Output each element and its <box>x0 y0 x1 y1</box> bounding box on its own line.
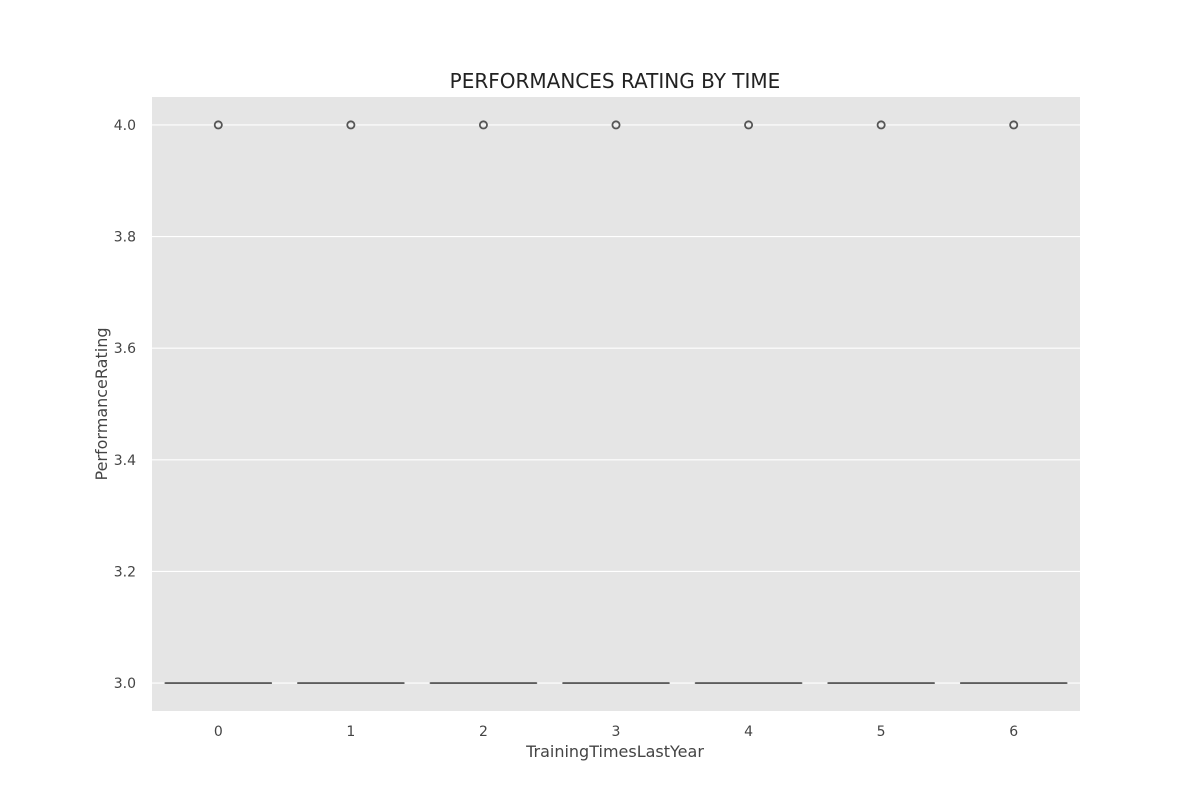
x-tick-label: 2 <box>479 724 488 740</box>
box-6 <box>959 120 1068 684</box>
box-3 <box>562 120 670 684</box>
outlier-point <box>213 120 223 130</box>
y-tick-label: 3.4 <box>114 453 136 469</box>
box-2 <box>429 120 538 684</box>
outlier-point <box>346 120 356 130</box>
y-axis-label: PerformanceRating <box>92 328 111 481</box>
plot-area <box>152 97 1080 711</box>
x-tick-label: 6 <box>1009 724 1018 740</box>
x-tick-label: 4 <box>744 724 753 740</box>
outlier-point <box>478 120 488 130</box>
outlier-point <box>1009 120 1019 130</box>
outlier-point <box>611 120 621 130</box>
x-tick-label: 3 <box>612 724 621 740</box>
outlier-point <box>744 120 754 130</box>
box-4 <box>694 120 803 684</box>
x-axis-label: TrainingTimesLastYear <box>525 742 704 761</box>
y-tick-label: 3.2 <box>114 564 136 580</box>
box-0 <box>164 120 273 684</box>
x-tick-label: 0 <box>214 724 223 740</box>
y-tick-label: 3.6 <box>114 341 136 357</box>
x-axis-ticks: 0 1 2 3 4 5 6 <box>214 724 1018 740</box>
box-series <box>164 120 1068 684</box>
y-axis-ticks: 3.0 3.2 3.4 3.6 3.8 4.0 <box>114 118 136 692</box>
box-1 <box>297 120 405 684</box>
y-tick-label: 3.0 <box>114 676 136 692</box>
chart-title: PERFORMANCES RATING BY TIME <box>450 69 781 93</box>
y-tick-label: 4.0 <box>114 118 136 134</box>
box-5 <box>827 120 935 684</box>
outlier-point <box>876 120 886 130</box>
x-tick-label: 5 <box>877 724 886 740</box>
x-tick-label: 1 <box>346 724 355 740</box>
y-tick-label: 3.8 <box>114 230 136 246</box>
